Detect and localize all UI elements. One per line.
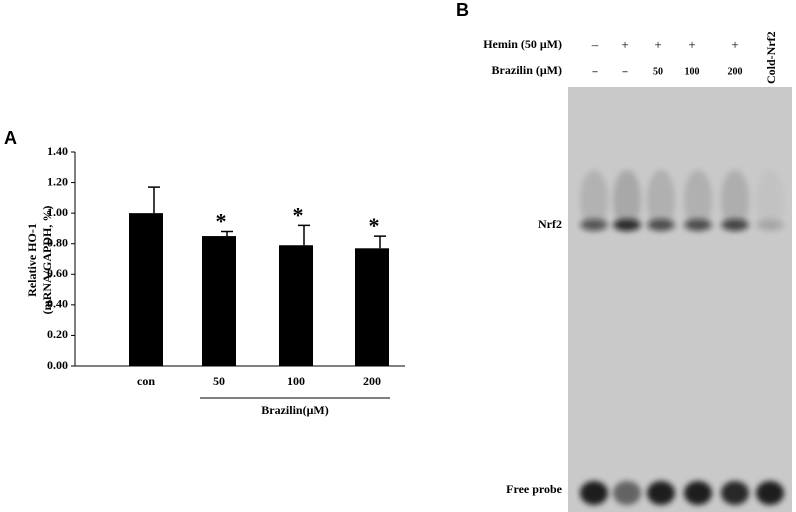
bar xyxy=(202,236,236,366)
y-axis-label-line: Relative HO-1 xyxy=(25,223,39,297)
lane-label: – xyxy=(592,66,599,77)
lane-label: Cold-Nrf2 xyxy=(764,31,778,84)
x-tick-label: 200 xyxy=(363,374,381,388)
y-tick-label: 1.40 xyxy=(47,144,68,158)
significance: * xyxy=(369,213,380,238)
gel-band xyxy=(613,481,641,505)
gel-band xyxy=(580,219,608,231)
row-label: Hemin (50 μM) xyxy=(483,37,562,51)
gel-band xyxy=(721,481,749,505)
lane-label: + xyxy=(654,37,661,52)
gel-band xyxy=(647,219,675,231)
bar xyxy=(279,245,313,366)
x-tick-label: 100 xyxy=(287,374,305,388)
y-tick-label: 1.00 xyxy=(47,205,68,219)
gel-band xyxy=(756,481,784,505)
lane-label: – xyxy=(622,66,629,77)
group-label: Brazilin(μM) xyxy=(261,403,328,417)
bar xyxy=(129,213,163,366)
gel-smear xyxy=(756,170,784,230)
gel-smear xyxy=(613,170,641,230)
significance: * xyxy=(293,202,304,227)
error-bar xyxy=(221,230,233,237)
gel-band xyxy=(684,481,712,505)
panel-label: B xyxy=(456,0,469,20)
gel-band xyxy=(684,219,712,231)
band-label: Free probe xyxy=(506,482,563,496)
lane-label: – xyxy=(591,37,599,52)
x-tick-label: con xyxy=(137,374,155,388)
band-label: Nrf2 xyxy=(538,217,562,231)
error-bar xyxy=(148,186,160,214)
y-tick-label: 0.20 xyxy=(47,327,68,341)
gel-smear xyxy=(721,170,749,230)
y-tick-label: 1.20 xyxy=(47,174,68,188)
y-tick-label: 0.40 xyxy=(47,297,68,311)
y-axis-label-line: (mRNA/GAPDH, %) xyxy=(40,206,54,315)
lane-label: 100 xyxy=(685,66,700,77)
lane-label: + xyxy=(731,37,738,52)
lane-label: 50 xyxy=(653,66,663,77)
gel-band xyxy=(647,481,675,505)
panel-label: A xyxy=(4,128,17,148)
gel-smear xyxy=(684,170,712,230)
lane-label: 200 xyxy=(728,66,743,77)
lane-label: + xyxy=(621,37,628,52)
y-tick-label: 0.60 xyxy=(47,266,68,280)
bar xyxy=(355,248,389,366)
gel-image xyxy=(568,87,792,512)
gel-smear xyxy=(580,170,608,230)
row-label: Brazilin (μM) xyxy=(492,63,562,77)
gel-band xyxy=(580,481,608,505)
significance: * xyxy=(216,209,227,234)
lane-label: + xyxy=(688,37,695,52)
y-tick-label: 0.00 xyxy=(47,358,68,372)
error-bar xyxy=(374,235,386,249)
x-tick-label: 50 xyxy=(213,374,225,388)
y-axis-label: Relative HO-1 (mRNA/GAPDH, %) xyxy=(25,206,54,315)
gel-smear xyxy=(647,170,675,230)
gel-band xyxy=(756,219,784,231)
y-tick-label: 0.80 xyxy=(47,235,68,249)
error-bar xyxy=(298,224,310,246)
gel-band xyxy=(721,219,749,231)
gel-band xyxy=(613,219,641,231)
